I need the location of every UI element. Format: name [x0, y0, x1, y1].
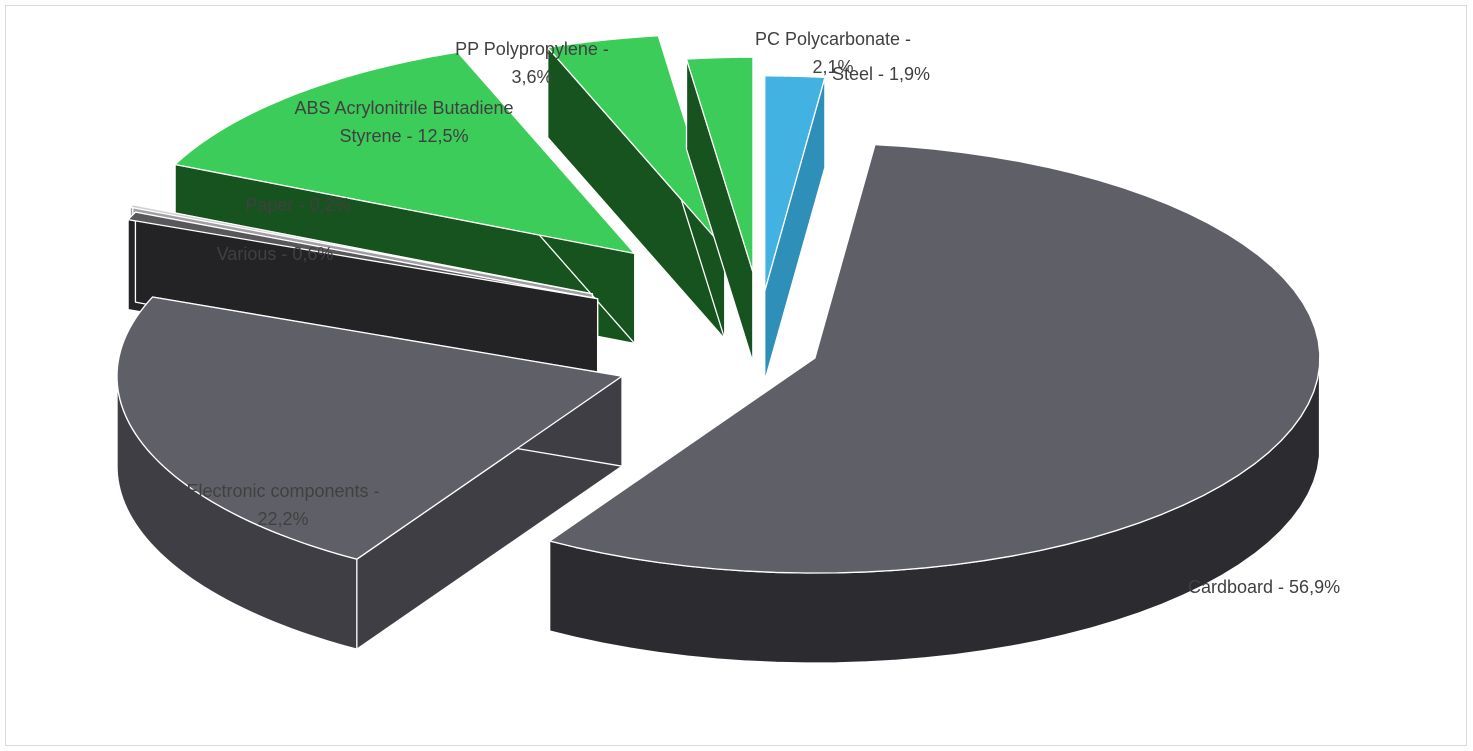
slice-top-face	[764, 75, 826, 292]
data-label-electronic-components: Electronic components -22,2%	[186, 481, 379, 529]
data-label-various: Various - 0,6%	[217, 244, 334, 264]
slice-top-face	[127, 211, 599, 300]
slice-top-face	[116, 296, 623, 560]
slice-top-face	[685, 56, 754, 273]
data-label-pc-polycarbonate: PC Polycarbonate -2,1%	[755, 29, 911, 77]
slice-top-face	[129, 204, 594, 295]
pie-slice-pp-polypropylene	[547, 35, 726, 340]
slice-top-face	[174, 51, 636, 255]
pie-slice-pc-polycarbonate	[685, 56, 754, 363]
pie-slice-cardboard	[549, 143, 1321, 664]
data-label-abs-acrylonitrile-butadiene-styrene: ABS Acrylonitrile Butadiene Styrene - 12,…	[294, 98, 513, 146]
slice-top-face	[547, 35, 726, 250]
pie-slice-various	[127, 211, 599, 390]
data-label-cardboard: Cardboard - 56,9%	[1188, 577, 1340, 597]
data-label-steel: Steel - 1,9%	[832, 64, 930, 84]
data-label-pp-polypropylene: PP Polypropylene -3,6%	[455, 39, 609, 87]
pie-slice-electronic-components	[116, 296, 623, 650]
data-label-paper: Paper - 0,2%	[245, 195, 350, 215]
pie-slice-steel	[764, 75, 826, 382]
slice-top-face	[549, 143, 1321, 574]
